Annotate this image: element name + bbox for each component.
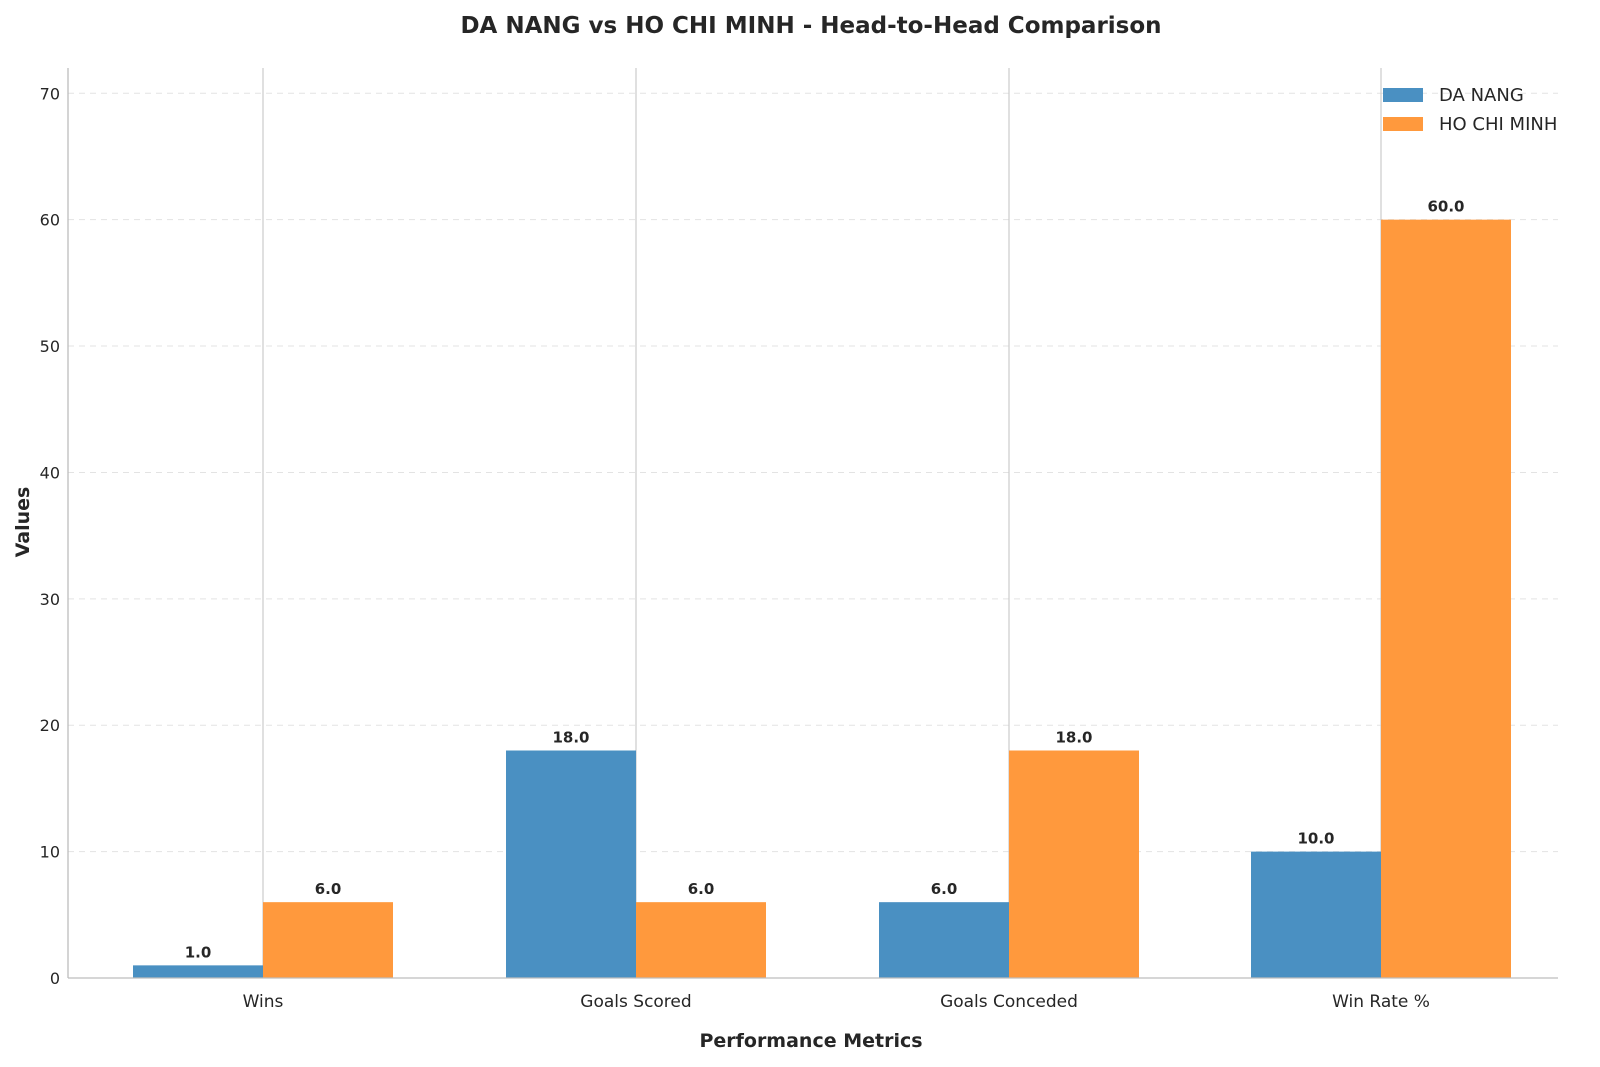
x-tick-label: Wins [243, 992, 284, 1012]
x-tick-label: Goals Conceded [940, 992, 1078, 1012]
x-tick-label: Win Rate % [1332, 992, 1430, 1012]
bars [133, 219, 1511, 978]
y-tick-label: 50 [40, 337, 60, 356]
chart-title: DA NANG vs HO CHI MINH - Head-to-Head Co… [460, 13, 1161, 39]
legend: DA NANG HO CHI MINH [1383, 85, 1557, 135]
y-tick-label: 40 [40, 463, 60, 482]
bar-da-nang [879, 902, 1009, 978]
y-axis-label: Values [12, 487, 34, 558]
data-label: 18.0 [552, 729, 589, 747]
data-label: 18.0 [1055, 729, 1092, 747]
y-tick-label: 20 [40, 716, 60, 735]
axes: 0 10 20 30 40 50 60 70 Wins Goals Scored Goals Con… [40, 68, 1558, 1012]
bar-da-nang [506, 750, 636, 978]
bar-da-nang [1251, 851, 1381, 978]
bar-ho-chi-minh [1009, 750, 1139, 978]
y-tick-label: 10 [40, 843, 60, 862]
bar-ho-chi-minh [263, 902, 393, 978]
data-label: 60.0 [1427, 198, 1464, 216]
y-tick-label: 30 [40, 590, 60, 609]
bar-ho-chi-minh [1381, 219, 1511, 978]
data-label: 10.0 [1297, 830, 1334, 848]
legend-swatch [1383, 88, 1423, 102]
legend-swatch [1383, 117, 1423, 131]
y-tick-label: 0 [50, 969, 60, 988]
x-axis-label: Performance Metrics [699, 1030, 922, 1052]
data-labels: 1.0 18.0 6.0 10.0 6.0 6.0 18.0 60.0 [185, 198, 1465, 962]
data-label: 6.0 [688, 880, 715, 898]
bar-ho-chi-minh [636, 902, 766, 978]
y-tick-label: 60 [40, 211, 60, 230]
data-label: 6.0 [315, 880, 342, 898]
x-tick-label: Goals Scored [580, 992, 691, 1012]
data-label: 6.0 [931, 880, 958, 898]
data-label: 1.0 [185, 943, 212, 961]
legend-label: DA NANG [1439, 85, 1524, 106]
legend-label: HO CHI MINH [1439, 114, 1557, 135]
y-tick-label: 70 [40, 84, 60, 103]
bar-da-nang [133, 965, 263, 978]
